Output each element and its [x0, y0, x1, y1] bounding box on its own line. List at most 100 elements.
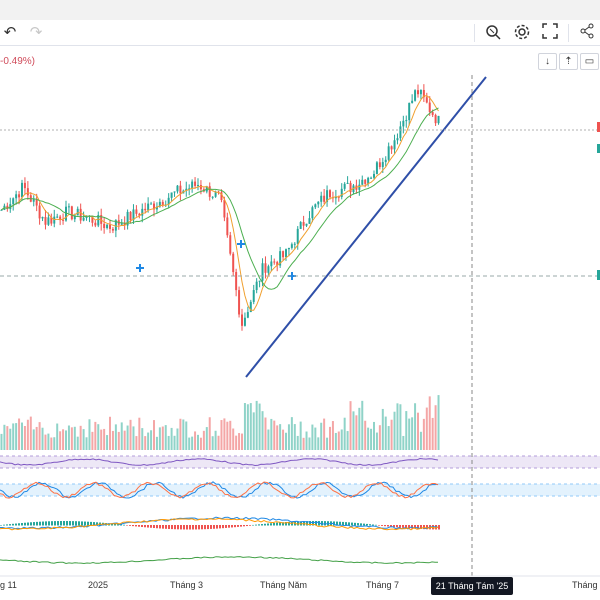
- candle-body: [287, 247, 290, 250]
- crosshair-zoom-icon[interactable]: [483, 23, 503, 43]
- macd-histogram-bar: [396, 525, 398, 528]
- candle-body: [129, 211, 132, 221]
- candle-body: [38, 205, 41, 219]
- volume-bar: [29, 416, 32, 450]
- macd-histogram-bar: [18, 523, 20, 526]
- candle-body: [82, 218, 85, 221]
- macd-histogram-bar: [42, 521, 44, 526]
- volume-bar: [425, 407, 428, 450]
- macd-histogram-bar: [387, 525, 389, 527]
- candle-body: [282, 251, 285, 258]
- macd-histogram-bar: [3, 524, 5, 526]
- settings-icon[interactable]: [512, 23, 532, 43]
- candle-body: [431, 112, 434, 115]
- volume-bar: [293, 424, 296, 450]
- redo-icon[interactable]: ↷: [29, 24, 43, 41]
- candle-body: [12, 198, 15, 205]
- volume-bar: [170, 427, 173, 450]
- macd-histogram-bar: [189, 525, 191, 530]
- macd-histogram-bar: [39, 521, 41, 526]
- volume-bar: [65, 430, 67, 450]
- candle-body: [194, 181, 197, 186]
- candle-body: [44, 216, 47, 225]
- volume-bar: [249, 403, 252, 450]
- macd-histogram-bar: [417, 525, 419, 529]
- volume-bar: [343, 417, 346, 450]
- macd-histogram-bar: [438, 525, 440, 530]
- macd-histogram-bar: [15, 523, 17, 526]
- volume-bar: [373, 421, 375, 450]
- volume-bar: [326, 437, 329, 450]
- fullscreen-icon[interactable]: [540, 23, 560, 43]
- macd-histogram-bar: [297, 521, 299, 526]
- macd-histogram-bar: [6, 524, 8, 526]
- macd-histogram-bar: [279, 522, 281, 526]
- macd-histogram-bar: [231, 525, 233, 528]
- candle-body: [279, 251, 282, 266]
- macd-histogram-bar: [72, 521, 74, 526]
- volume-bar: [67, 425, 70, 450]
- candle-body: [0, 209, 3, 211]
- candle-body: [18, 194, 21, 198]
- macd-histogram-bar: [360, 523, 362, 526]
- volume-bar: [302, 437, 305, 450]
- top-strip: [0, 0, 600, 20]
- macd-histogram-bar: [75, 521, 77, 526]
- volume-bar: [384, 416, 387, 450]
- volume-bar: [41, 427, 44, 450]
- candle-body: [246, 312, 249, 318]
- volume-bar: [393, 411, 396, 450]
- candle-body: [229, 235, 232, 254]
- candle-body: [302, 222, 305, 226]
- macd-histogram-bar: [222, 525, 224, 529]
- scroll-up-button[interactable]: ⇡: [559, 53, 578, 70]
- macd-histogram-bar: [225, 525, 227, 528]
- volume-bar: [202, 430, 205, 450]
- macd-histogram-bar: [117, 524, 119, 526]
- volume-bar: [381, 408, 384, 450]
- macd-histogram-bar: [273, 522, 275, 526]
- candle-body: [390, 146, 393, 150]
- volume-bar: [15, 423, 18, 450]
- volume-bar: [100, 429, 103, 450]
- share-icon[interactable]: [577, 23, 597, 43]
- candle-body: [381, 162, 384, 168]
- macd-histogram-bar: [375, 524, 377, 526]
- macd-histogram-bar: [267, 523, 269, 526]
- scroll-down-button[interactable]: ↓: [538, 53, 557, 70]
- volume-bar: [44, 434, 47, 450]
- x-label-nov: g 11: [0, 580, 17, 590]
- candle-body: [26, 188, 29, 196]
- candle-body: [199, 184, 202, 190]
- macd-histogram-bar: [306, 521, 308, 526]
- candle-body: [399, 126, 402, 139]
- volume-bar: [197, 434, 199, 450]
- volume-bar: [290, 417, 293, 450]
- candlesticks: [0, 84, 440, 331]
- candle-body: [126, 211, 129, 226]
- candle-body: [150, 203, 153, 205]
- volume-bar: [349, 401, 352, 450]
- volume-bar: [217, 435, 220, 450]
- macd-histogram-bar: [399, 525, 401, 528]
- volume-bar: [73, 426, 76, 450]
- candle-body: [270, 261, 273, 267]
- candle-body: [241, 314, 243, 326]
- macd-histogram-bar: [351, 522, 353, 526]
- volume-bar: [337, 431, 340, 450]
- volume-bar: [408, 418, 411, 450]
- candle-body: [364, 179, 367, 184]
- candle-body: [226, 217, 229, 236]
- candle-body: [411, 100, 414, 103]
- volume-bar: [164, 425, 167, 450]
- volume-bar: [194, 431, 197, 450]
- macd-histogram-bar: [96, 522, 98, 526]
- macd-histogram-bar: [126, 525, 128, 526]
- maximize-pane-button[interactable]: ▭: [580, 53, 599, 70]
- volume-bar: [399, 404, 402, 450]
- candle-body: [370, 177, 373, 179]
- macd-histogram-bar: [201, 525, 203, 530]
- undo-icon[interactable]: ↶: [3, 24, 17, 41]
- candle-body: [21, 182, 23, 198]
